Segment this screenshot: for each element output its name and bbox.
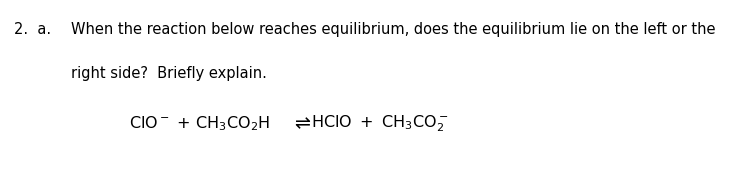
Text: $\mathsf{ClO}^-$ $\mathsf{+ \ CH_3CO_2H}$: $\mathsf{ClO}^-$ $\mathsf{+ \ CH_3CO_2H}… (129, 114, 270, 133)
Text: right side?  Briefly explain.: right side? Briefly explain. (70, 66, 266, 81)
Text: When the reaction below reaches equilibrium, does the equilibrium lie on the lef: When the reaction below reaches equilibr… (70, 22, 715, 37)
Text: $\rightleftharpoons$: $\rightleftharpoons$ (291, 114, 312, 133)
Text: $\mathsf{HClO \ + \ CH_3CO_2^-}$: $\mathsf{HClO \ + \ CH_3CO_2^-}$ (311, 113, 448, 134)
Text: 2.  a.: 2. a. (13, 22, 50, 37)
